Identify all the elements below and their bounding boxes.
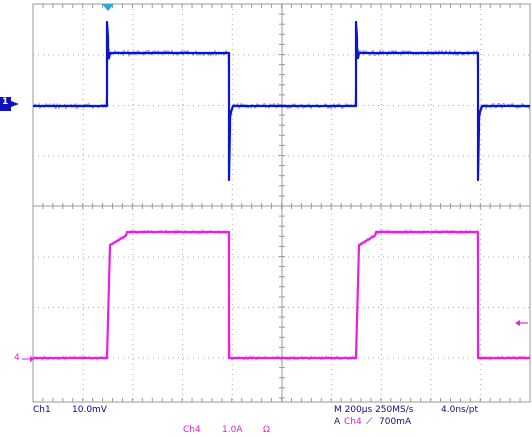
ch4-waveform — [32, 228, 531, 362]
ch4-marker-arrow-icon — [22, 356, 34, 362]
ch1-ground-marker[interactable]: 1 — [0, 96, 20, 111]
ch1-waveform — [32, 20, 531, 182]
trigger-mode: A — [334, 417, 341, 427]
ch1-scale: 10.0mV — [72, 405, 107, 415]
trigger-level: 700mA — [379, 417, 412, 427]
ch4-label: Ch4 — [183, 425, 201, 435]
ch1-marker-icon — [0, 97, 19, 111]
trigger-level-marker-icon — [515, 320, 528, 326]
ch1-label: Ch1 — [33, 405, 51, 415]
ch4-ground-marker[interactable]: 4 — [14, 352, 34, 366]
ch4-marker-label: 4 — [14, 353, 20, 363]
trigger-slope-icon: ⟋ — [366, 417, 373, 427]
sample-interval-readout: 4.0ns/pt — [441, 405, 478, 415]
timebase-readout: M 200µs 250MS/s — [334, 405, 414, 415]
ch4-coupling: Ω — [263, 425, 270, 435]
trigger-source: Ch4 — [344, 417, 362, 427]
ch1-marker-label: 1 — [2, 97, 9, 107]
trigger-position-marker-icon — [102, 4, 114, 11]
ch4-scale: 1.0A — [222, 425, 243, 435]
